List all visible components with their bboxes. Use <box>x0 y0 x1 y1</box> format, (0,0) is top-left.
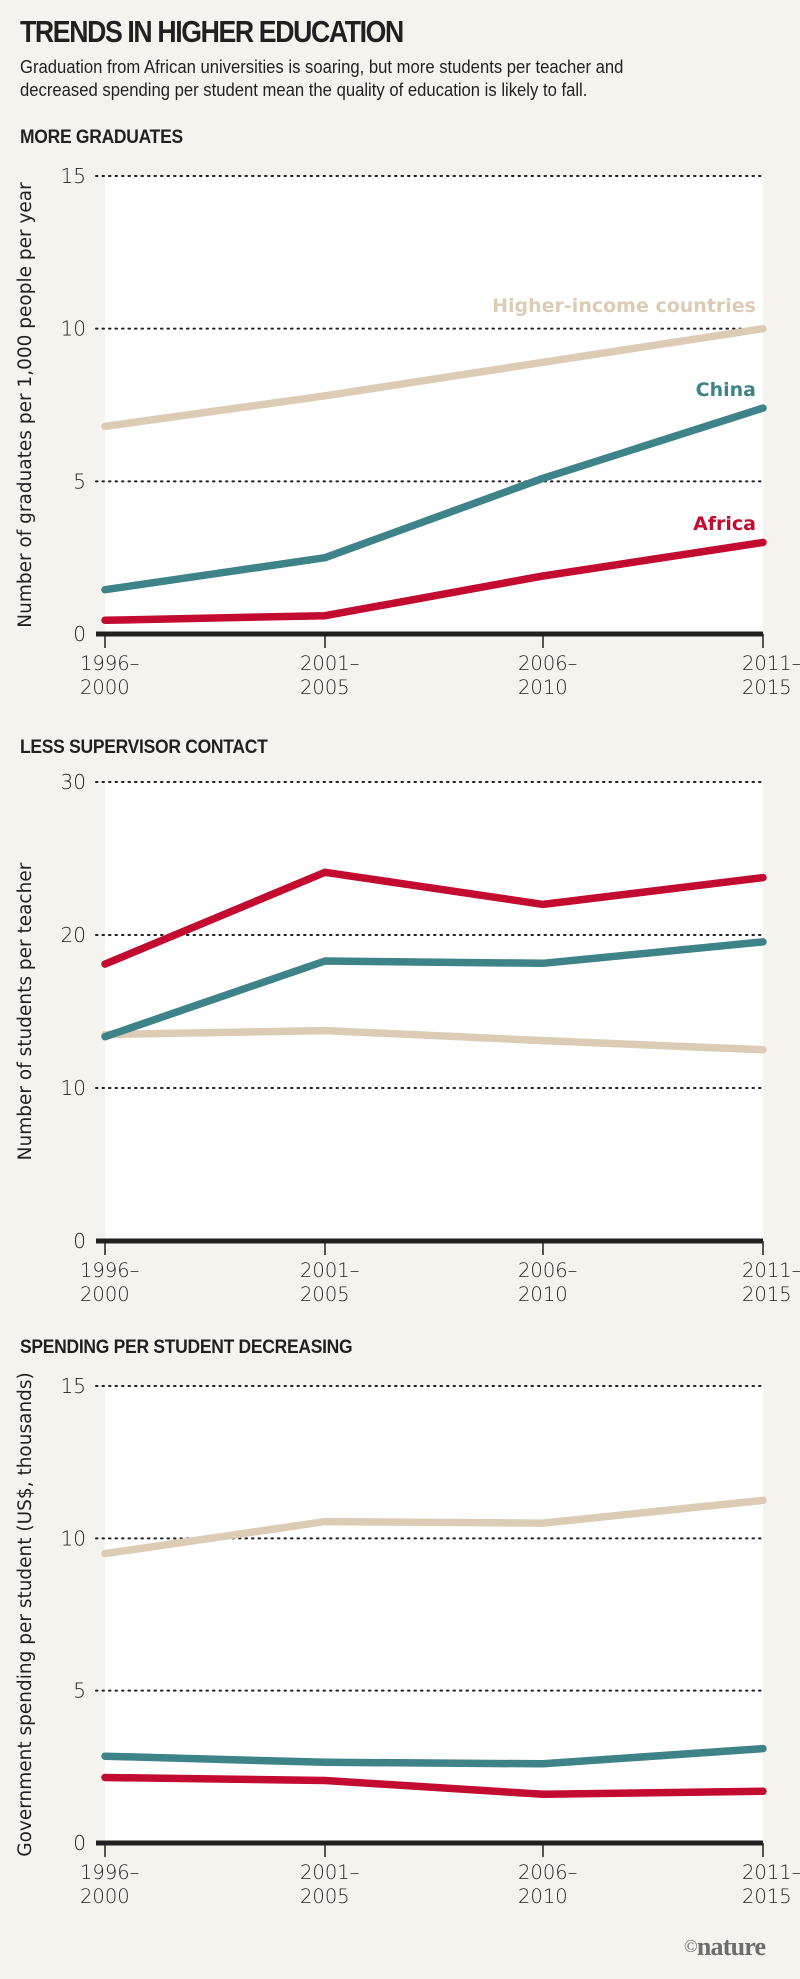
series-line-china <box>101 1744 767 1768</box>
subtitle-line-1: Graduation from African universities is … <box>20 56 624 77</box>
y-tick-label: 30 <box>61 770 86 794</box>
y-tick-label: 10 <box>61 317 86 341</box>
x-tick-label: 2011– 2015 <box>742 1861 800 1908</box>
series-label-higher-income: Higher-income countries <box>492 295 756 317</box>
y-tick-label: 10 <box>61 1526 86 1550</box>
series-line-africa <box>101 1773 767 1799</box>
infographic-title: TRENDS IN HIGHER EDUCATION <box>20 14 404 49</box>
x-tick-label: 1996– 2000 <box>80 1259 139 1306</box>
x-tick-label: 2001– 2005 <box>300 1259 359 1306</box>
y-tick-label: 0 <box>73 1831 86 1855</box>
y-axis-label: Number of students per teacher <box>15 862 36 1160</box>
nature-brand-text: nature <box>696 1932 766 1961</box>
x-tick-label: 2001– 2005 <box>300 1861 359 1908</box>
x-tick-label: 2006– 2010 <box>518 1259 577 1306</box>
series-line-higher-income <box>101 1026 767 1054</box>
y-tick-label: 15 <box>61 164 86 188</box>
copyright-icon: © <box>684 1936 698 1956</box>
x-tick-label: 2006– 2010 <box>518 652 577 699</box>
y-tick-label: 5 <box>73 469 86 493</box>
x-tick-label: 2011– 2015 <box>742 652 800 699</box>
y-tick-label: 0 <box>73 622 86 646</box>
x-tick-label: 1996– 2000 <box>80 1861 139 1908</box>
series-line-china <box>101 404 767 594</box>
series-line-africa <box>101 868 767 968</box>
y-tick-label: 20 <box>61 923 86 947</box>
y-axis-label: Number of graduates per 1,000 people per… <box>15 182 36 628</box>
x-tick-label: 2011– 2015 <box>742 1259 800 1306</box>
y-tick-label: 5 <box>73 1679 86 1703</box>
chart-3-title: SPENDING PER STUDENT DECREASING <box>20 1337 353 1358</box>
series-label-china: China <box>696 379 756 401</box>
x-tick-label: 1996– 2000 <box>80 652 139 699</box>
series-line-africa <box>101 538 767 625</box>
y-axis-label: Government spending per student (US$, th… <box>15 1372 36 1857</box>
y-tick-label: 0 <box>73 1229 86 1253</box>
y-tick-label: 10 <box>61 1076 86 1100</box>
series-line-higher-income <box>101 1496 767 1558</box>
plot-area <box>105 1386 763 1843</box>
chart-2-title: LESS SUPERVISOR CONTACT <box>20 737 268 758</box>
x-tick-label: 2001– 2005 <box>300 652 359 699</box>
plot-area <box>105 782 763 1241</box>
chart-1-title: MORE GRADUATES <box>20 127 183 148</box>
infographic-subtitle: Graduation from African universities is … <box>20 55 722 101</box>
y-tick-label: 15 <box>61 1374 86 1398</box>
series-line-china <box>101 938 767 1041</box>
series-line-higher-income <box>101 324 767 431</box>
nature-logo: ©nature <box>684 1932 766 1962</box>
x-tick-label: 2006– 2010 <box>518 1861 577 1908</box>
subtitle-line-2: decreased spending per student mean the … <box>20 79 588 100</box>
series-label-africa: Africa <box>693 513 756 535</box>
